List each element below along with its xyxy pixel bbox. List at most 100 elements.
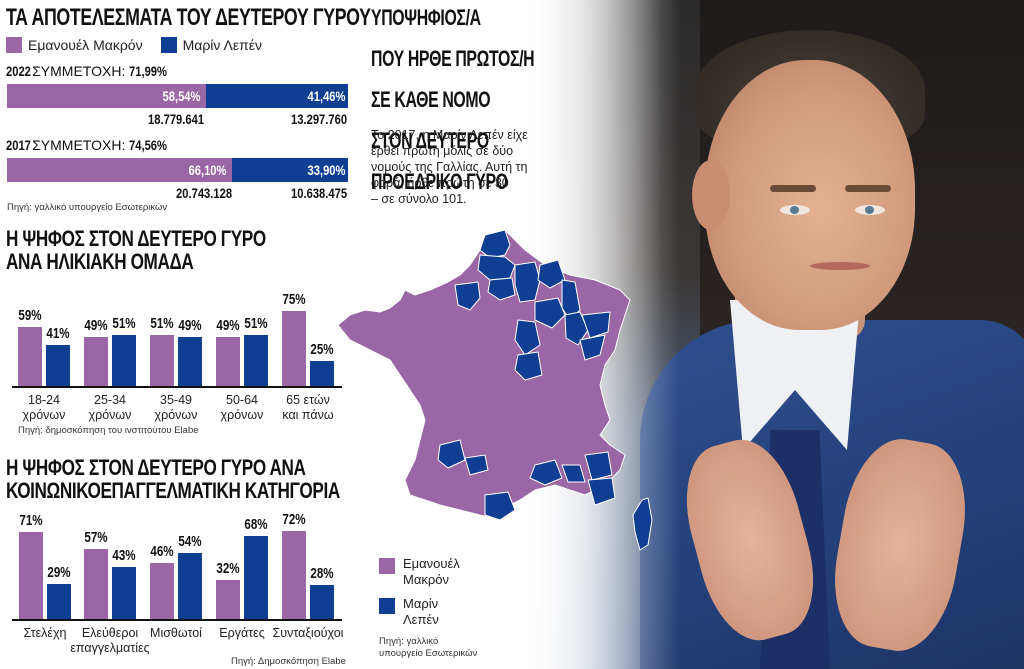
turnout-value: 71,99% xyxy=(129,63,168,79)
map-title-line: ΠΟΥ ΗΡΘΕ ΠΡΩΤΟΣ/Η xyxy=(371,46,535,71)
map-description: Το 2017, η Μαρίν Λεπέν είχε έρθει πρώτη … xyxy=(371,127,528,207)
value-label-lepen: 51% xyxy=(244,316,268,332)
map-text-line: Το 2017, η Μαρίν Λεπέν είχε xyxy=(371,128,528,142)
age-title: Η ΨΗΦΟΣ ΣΤΟΝ ΔΕΥΤΕΡΟ ΓΥΡΟ ΑΝΑ ΗΛΙΚΙΑΚΗ Ο… xyxy=(6,226,339,275)
results-source: Πηγή: γαλλικό υπουργείο Εσωτερικών xyxy=(7,202,168,213)
value-label-lepen: 25% xyxy=(310,342,334,358)
category-line2: χρόνων xyxy=(88,408,132,422)
bar-2022-lepen xyxy=(206,84,348,108)
bar-macron xyxy=(19,532,43,619)
value-label-lepen: 68% xyxy=(244,517,268,534)
legend-label-macron: Εμανουέλ Μακρόν xyxy=(28,37,143,53)
social-title: Η ΨΗΦΟΣ ΣΤΟΝ ΔΕΥΤΕΡΟ ΓΥΡΟ ΑΝΑ ΚΟΙΝΩΝΙΚΟΕ… xyxy=(6,455,434,504)
pct-2017-lepen: 33,90% xyxy=(307,162,345,178)
category-label: Μισθωτοί xyxy=(128,626,224,641)
bar-macron xyxy=(150,335,174,386)
bar-macron xyxy=(282,531,306,619)
category-line2: επαγγελματίες xyxy=(70,641,150,655)
social-title-line1: Η ΨΗΦΟΣ ΣΤΟΝ ΔΕΥΤΕΡΟ ΓΥΡΟ ΑΝΑ xyxy=(6,455,306,480)
turnout-2022: 2022ΣΥΜΜΕΤΟΧΗ: 71,99% xyxy=(6,63,177,79)
bar-macron xyxy=(150,562,174,619)
bar-lepen xyxy=(112,566,136,619)
map-legend-swatch-lepen xyxy=(379,598,395,614)
category-line1: Μισθωτοί xyxy=(150,626,202,640)
legend-label-lepen: Μαρίν Λεπέν xyxy=(182,37,263,53)
category-line1: 35-49 xyxy=(160,393,192,407)
age-source: Πηγή: δημοσκόπηση του ινστιτούτου Elabe xyxy=(18,425,199,436)
pct-2022-macron: 58,54% xyxy=(162,88,200,104)
bar-2017-lepen xyxy=(232,158,348,182)
bar-macron xyxy=(216,337,240,386)
year-label: 2017 xyxy=(6,137,31,153)
age-title-line2: ΑΝΑ ΗΛΙΚΙΑΚΗ ΟΜΑΔΑ xyxy=(6,249,194,274)
bar-macron xyxy=(216,579,240,619)
age-axis xyxy=(12,386,342,388)
bar-macron xyxy=(84,549,108,619)
category-line1: 65 ετών xyxy=(286,393,330,407)
pct-2022-lepen: 41,46% xyxy=(307,88,345,104)
value-label-macron: 49% xyxy=(216,318,240,334)
category-line2: χρόνων xyxy=(154,408,198,422)
bar-lepen xyxy=(47,583,71,619)
bar-lepen xyxy=(244,536,268,619)
legend-swatch-lepen xyxy=(160,37,177,53)
results-legend: Εμανουέλ Μακρόν Μαρίν Λεπέν xyxy=(6,37,262,53)
value-label-macron: 71% xyxy=(19,513,43,530)
bar-macron xyxy=(84,337,108,386)
category-line2: χρόνων xyxy=(22,408,66,422)
votes-2022-lepen: 13.297.760 xyxy=(290,111,347,127)
social-title-line2: ΚΟΙΝΩΝΙΚΟΕΠΑΓΓΕΛΜΑΤΙΚΗ ΚΑΤΗΓΟΡΙΑ xyxy=(6,478,340,503)
bar-macron xyxy=(282,311,306,386)
category-label: 35-49 χρόνων xyxy=(128,393,224,423)
category-label: 50-64 χρόνων xyxy=(194,393,290,423)
map-legend: Εμανουέλ Μακρόν Μαρίν Λεπέν Πηγή: γαλλικ… xyxy=(379,556,477,660)
bar-lepen xyxy=(46,345,70,386)
value-label-macron: 32% xyxy=(216,560,240,577)
votes-2022-macron: 18.779.641 xyxy=(147,111,204,127)
social-axis xyxy=(12,619,342,621)
map-legend-lepen-line1: Μαρίν xyxy=(403,596,439,611)
bar-2022-macron xyxy=(7,84,206,108)
bar-lepen xyxy=(178,553,202,619)
social-source: Πηγή: Δημοσκόπηση Elabe xyxy=(231,656,346,667)
category-label: Στελέχη xyxy=(0,626,93,641)
bar-lepen xyxy=(244,335,268,386)
bar-lepen xyxy=(112,335,136,386)
category-label: Συνταξιούχοι xyxy=(260,626,356,641)
results-section: ΤΑ ΑΠΟΤΕΛΕΣΜΑΤΑ ΤΟΥ ΔΕΥΤΕΡΟΥ ΓΥΡΟΥ xyxy=(6,4,499,32)
pct-2017-macron: 66,10% xyxy=(188,162,226,178)
category-line1: 50-64 xyxy=(226,393,258,407)
category-label: Εργάτες xyxy=(194,626,290,641)
france-map xyxy=(337,229,653,551)
value-label-lepen: 49% xyxy=(178,318,202,334)
map-title-line: ΣΕ ΚΑΘΕ ΝΟΜΟ xyxy=(371,87,491,112)
value-label-macron: 46% xyxy=(150,543,174,560)
value-label-macron: 51% xyxy=(150,316,174,332)
category-line2: χρόνων xyxy=(220,408,264,422)
category-line1: Ελεύθεροι xyxy=(81,626,139,640)
category-label: 65 ετών και πάνω xyxy=(260,393,356,423)
category-line1: Εργάτες xyxy=(219,626,265,640)
map-source-line1: Πηγή: γαλλικό xyxy=(379,636,439,647)
map-text-line: νομούς της Γαλλίας. Αυτή τη xyxy=(371,160,528,174)
category-line1: Συνταξιούχοι xyxy=(272,626,344,640)
turnout-value: 74,56% xyxy=(129,137,168,153)
bar-2017-macron xyxy=(7,158,232,182)
map-legend-macron-line1: Εμανουέλ xyxy=(403,556,460,571)
map-title-line: ΣΤΟΝ ΔΕΥΤΕΡΟ xyxy=(371,128,489,153)
value-label-lepen: 41% xyxy=(46,326,70,342)
category-label: 18-24 χρόνων xyxy=(0,393,92,423)
category-label: 25-34 χρόνων xyxy=(62,393,158,423)
age-title-line1: Η ΨΗΦΟΣ ΣΤΟΝ ΔΕΥΤΕΡΟ ΓΥΡΟ xyxy=(6,226,266,251)
category-line1: Στελέχη xyxy=(23,626,67,640)
map-title: ΥΠΟΨΗΦΙΟΣ/Α ΠΟΥ ΗΡΘΕ ΠΡΩΤΟΣ/Η ΣΕ ΚΑΘΕ ΝΟ… xyxy=(371,7,598,194)
value-label-macron: 59% xyxy=(18,308,42,324)
category-line1: 25-34 xyxy=(94,393,126,407)
turnout-2017: 2017ΣΥΜΜΕΤΟΧΗ: 74,56% xyxy=(6,137,177,153)
bar-lepen xyxy=(310,361,334,386)
map-title-line: ΠΡΟΕΔΡΙΚΟ ΓΥΡΟ xyxy=(371,169,508,194)
map-text-line: φορά, ήρθε πρώτη σε 30 xyxy=(371,176,509,190)
value-label-macron: 72% xyxy=(282,512,306,529)
value-label-lepen: 43% xyxy=(112,547,136,564)
value-label-macron: 57% xyxy=(84,530,108,547)
